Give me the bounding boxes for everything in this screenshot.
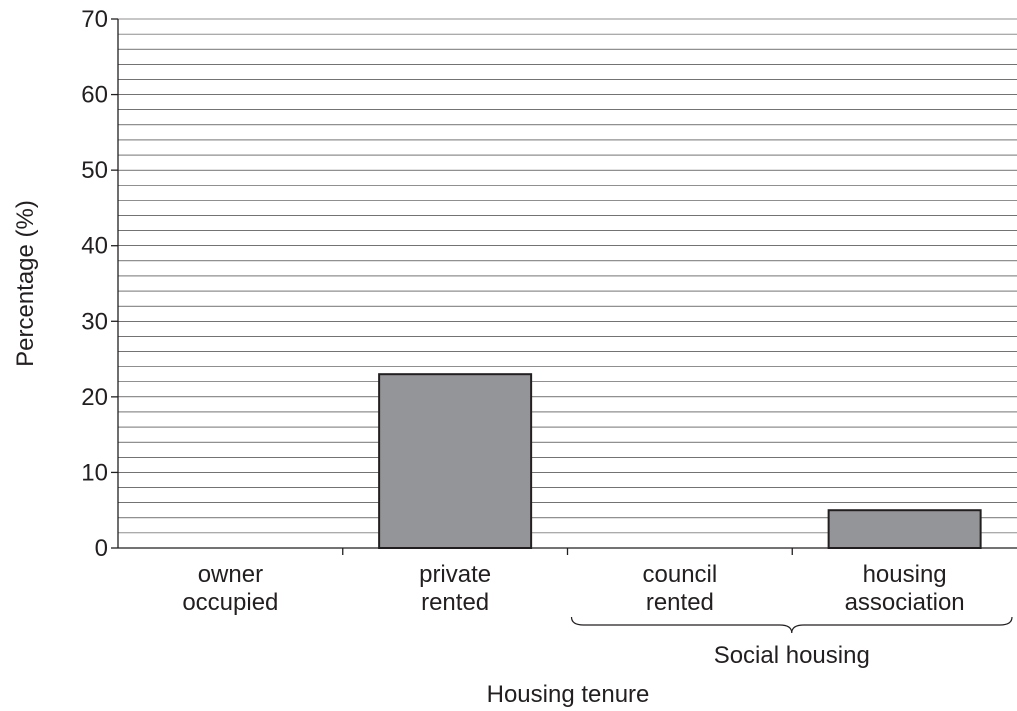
- category-label: private rented: [419, 561, 491, 616]
- y-tick-label: 50: [81, 157, 108, 184]
- category-label-line: housing: [863, 561, 947, 588]
- social-housing-brace: [570, 616, 1013, 634]
- y-tick-label: 70: [81, 6, 108, 33]
- y-ticks: 0 10 20 30 40 50 60 70: [81, 6, 118, 562]
- x-ticks: [342, 548, 793, 555]
- category-label: owner occupied: [182, 561, 278, 616]
- y-tick-label: 0: [95, 535, 108, 562]
- x-axis-title: Housing tenure: [487, 681, 650, 708]
- gridlines: [118, 18, 1017, 534]
- category-label-line: rented: [646, 589, 714, 616]
- bar: [827, 509, 982, 550]
- bars: [378, 373, 982, 550]
- y-tick-label: 10: [81, 459, 108, 486]
- category-label: council rented: [643, 561, 718, 616]
- y-tick-label: 30: [81, 308, 108, 335]
- bar: [378, 373, 533, 549]
- category-label-line: owner: [198, 561, 263, 588]
- category-label: housing association: [845, 561, 965, 616]
- y-tick-label: 20: [81, 384, 108, 411]
- y-tick-label: 60: [81, 82, 108, 109]
- axes: [117, 19, 1017, 549]
- y-tick-label: 40: [81, 233, 108, 260]
- category-label-line: council: [643, 561, 718, 588]
- category-label-line: association: [845, 589, 965, 616]
- group-label: Social housing: [714, 642, 870, 669]
- category-label-line: private: [419, 561, 491, 588]
- category-label-line: rented: [421, 589, 489, 616]
- category-label-line: occupied: [182, 589, 278, 616]
- y-axis-title: Percentage (%): [12, 200, 39, 367]
